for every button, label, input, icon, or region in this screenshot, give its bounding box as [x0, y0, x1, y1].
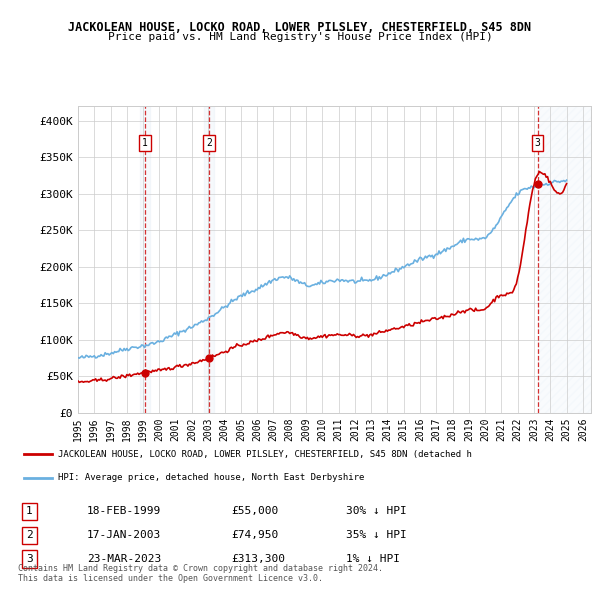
Text: 17-JAN-2003: 17-JAN-2003	[87, 530, 161, 540]
Bar	[140, 106, 150, 413]
Text: 1: 1	[142, 137, 148, 148]
Text: £313,300: £313,300	[231, 555, 285, 565]
Text: HPI: Average price, detached house, North East Derbyshire: HPI: Average price, detached house, Nort…	[58, 473, 364, 482]
Text: JACKOLEAN HOUSE, LOCKO ROAD, LOWER PILSLEY, CHESTERFIELD, S45 8DN (detached h: JACKOLEAN HOUSE, LOCKO ROAD, LOWER PILSL…	[58, 450, 472, 459]
Text: 23-MAR-2023: 23-MAR-2023	[87, 555, 161, 565]
Text: 18-FEB-1999: 18-FEB-1999	[87, 506, 161, 516]
Text: 2: 2	[26, 530, 32, 540]
Text: 1% ↓ HPI: 1% ↓ HPI	[346, 555, 400, 565]
Text: 1: 1	[26, 506, 32, 516]
Text: 2: 2	[206, 137, 212, 148]
Text: 3: 3	[535, 137, 541, 148]
Bar	[538, 106, 591, 413]
Text: 30% ↓ HPI: 30% ↓ HPI	[346, 506, 407, 516]
Text: JACKOLEAN HOUSE, LOCKO ROAD, LOWER PILSLEY, CHESTERFIELD, S45 8DN: JACKOLEAN HOUSE, LOCKO ROAD, LOWER PILSL…	[68, 21, 532, 34]
Text: 3: 3	[26, 555, 32, 565]
Text: £55,000: £55,000	[231, 506, 278, 516]
Bar	[204, 106, 214, 413]
Text: Price paid vs. HM Land Registry's House Price Index (HPI): Price paid vs. HM Land Registry's House …	[107, 32, 493, 42]
Text: 35% ↓ HPI: 35% ↓ HPI	[346, 530, 407, 540]
Text: Contains HM Land Registry data © Crown copyright and database right 2024.
This d: Contains HM Land Registry data © Crown c…	[18, 563, 383, 583]
Text: £74,950: £74,950	[231, 530, 278, 540]
